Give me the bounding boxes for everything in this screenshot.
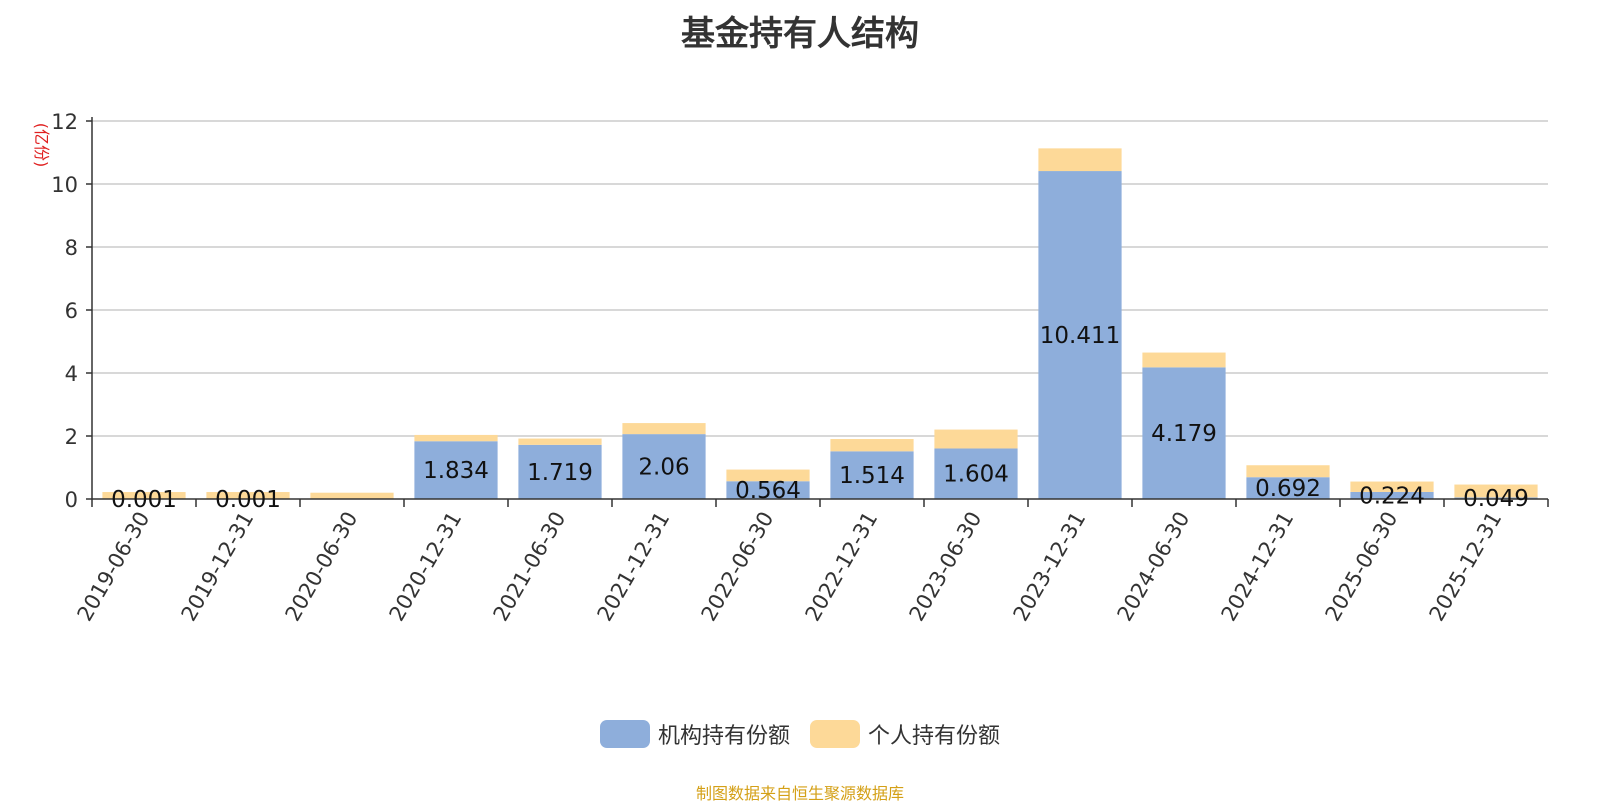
- data-label: 1.719: [527, 460, 593, 486]
- data-label: 0.001: [111, 487, 177, 513]
- y-tick-label: 12: [51, 110, 78, 134]
- bar-individual: [518, 439, 601, 445]
- legend-swatch: [810, 720, 860, 748]
- bar-individual: [414, 435, 497, 441]
- x-tick-label: 2023-12-31: [1009, 508, 1091, 626]
- y-tick-label: 6: [65, 299, 78, 323]
- data-label: 0.224: [1359, 483, 1425, 509]
- data-label: 0.049: [1463, 486, 1529, 512]
- y-tick-label: 10: [51, 173, 78, 197]
- axes: 0 2 4 6 8 10 12 2019-06-30 2019-12-31 2020-06-30 2…: [51, 110, 1548, 625]
- x-tick-label: 2019-12-31: [177, 508, 259, 626]
- grid-lines: [92, 121, 1548, 436]
- bar-individual: [934, 430, 1017, 449]
- legend-item-individual[interactable]: 个人持有份额: [810, 718, 1000, 750]
- x-tick-label: 2021-12-31: [593, 508, 675, 626]
- x-tick-label: 2022-12-31: [801, 508, 883, 626]
- x-tick-label: 2022-06-30: [697, 508, 779, 626]
- data-label: 0.564: [735, 478, 801, 504]
- y-axis-unit: (亿份): [32, 123, 51, 168]
- bar-individual: [830, 439, 913, 451]
- y-tick-label: 0: [65, 488, 78, 512]
- x-tick-label: 2024-06-30: [1113, 508, 1195, 626]
- legend-label: 个人持有份额: [868, 718, 1000, 750]
- data-label: 0.692: [1255, 476, 1321, 502]
- x-tick-label: 2023-06-30: [905, 508, 987, 626]
- data-label: 2.06: [638, 455, 689, 481]
- x-tick-label: 2020-06-30: [281, 508, 363, 626]
- legend-label: 机构持有份额: [658, 718, 790, 750]
- x-tick-label: 2024-12-31: [1217, 508, 1299, 626]
- legend-swatch: [600, 720, 650, 748]
- x-tick-label: 2025-12-31: [1425, 508, 1507, 626]
- data-label: 10.411: [1040, 323, 1120, 349]
- x-tick-label: 2025-06-30: [1321, 508, 1403, 626]
- data-label: 0.001: [215, 487, 281, 513]
- y-tick-label: 8: [65, 236, 78, 260]
- x-tick-label: 2020-12-31: [385, 508, 467, 626]
- legend-item-institutional[interactable]: 机构持有份额: [600, 718, 790, 750]
- y-tick-label: 2: [65, 425, 78, 449]
- data-label: 1.604: [943, 462, 1009, 488]
- bar-individual: [1142, 353, 1225, 368]
- bar-individual: [622, 423, 705, 434]
- legend: 机构持有份额 个人持有份额: [0, 718, 1600, 754]
- bar-individual: [310, 493, 393, 499]
- data-label: 1.514: [839, 463, 905, 489]
- y-tick-label: 4: [65, 362, 78, 386]
- data-label: 4.179: [1151, 421, 1217, 447]
- data-labels: 0.001 0.001 1.834 1.719 2.06 0.564 1.514 1.604 1…: [111, 323, 1529, 513]
- bars: [102, 148, 1537, 499]
- x-tick-label: 2019-06-30: [73, 508, 155, 626]
- source-note: 制图数据来自恒生聚源数据库: [0, 780, 1600, 804]
- x-tick-label: 2021-06-30: [489, 508, 571, 626]
- data-label: 1.834: [423, 458, 489, 484]
- bar-individual: [1038, 148, 1121, 171]
